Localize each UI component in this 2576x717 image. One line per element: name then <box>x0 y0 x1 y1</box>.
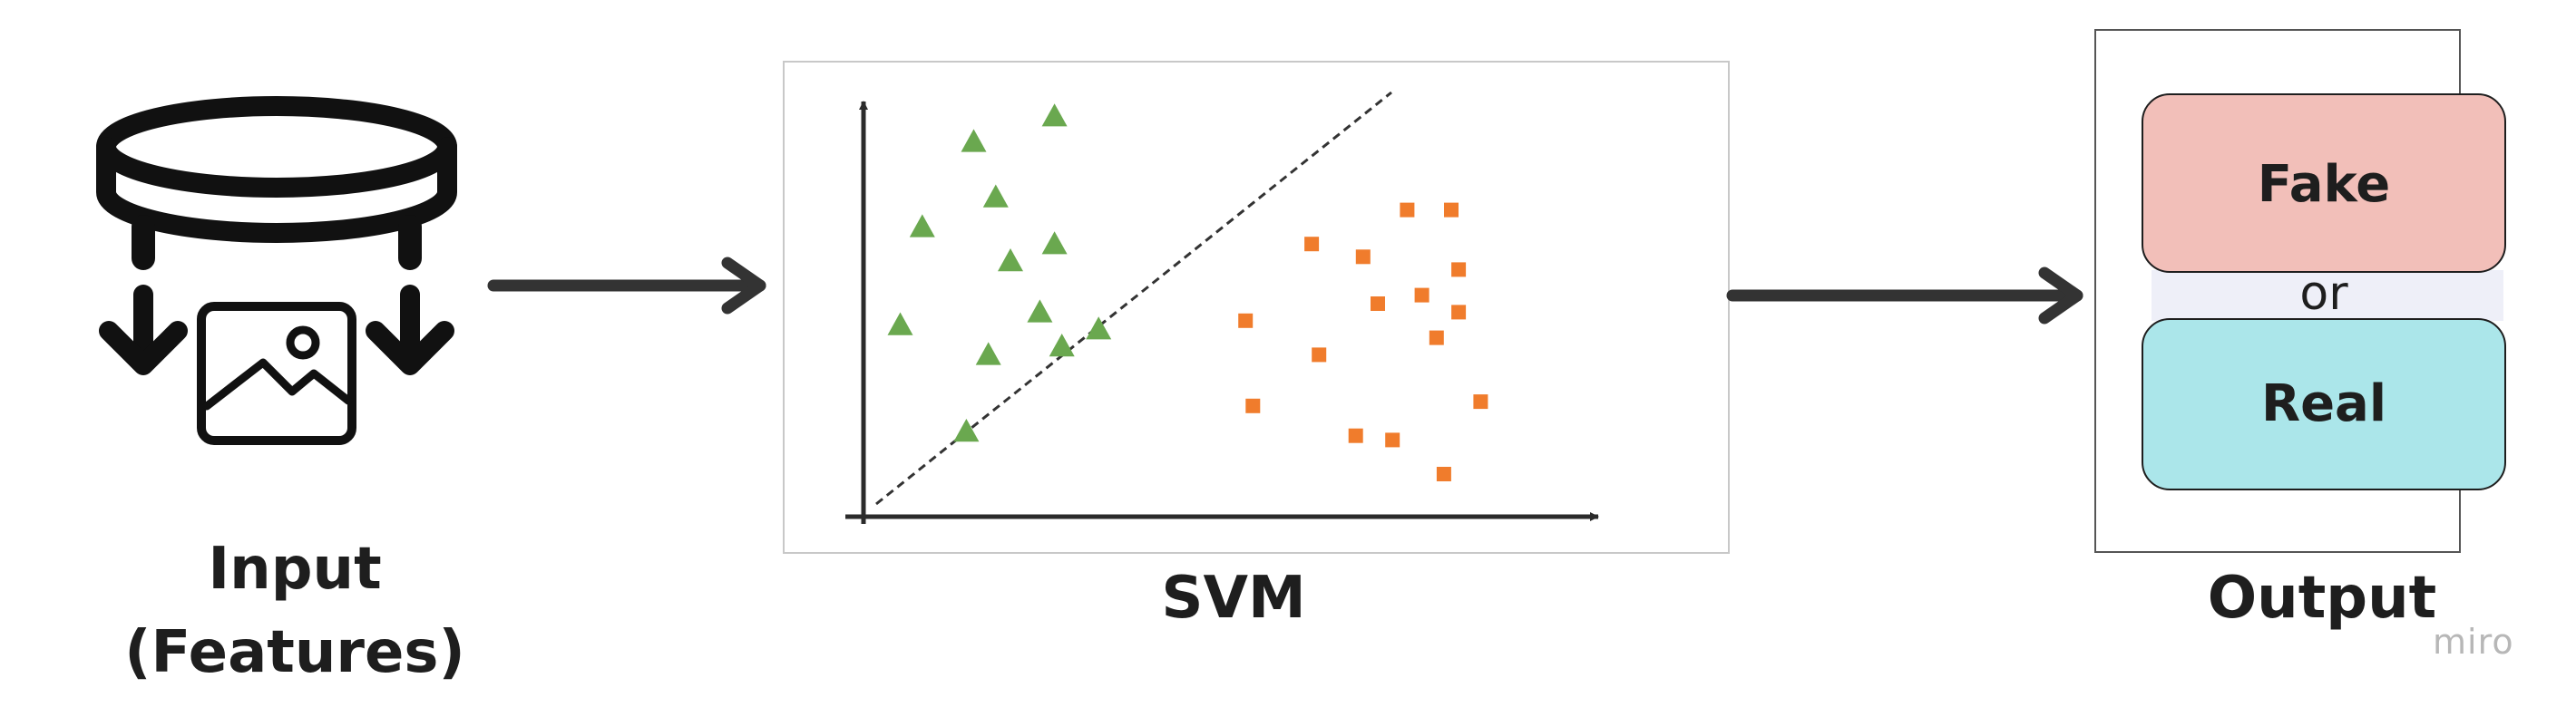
svm-point-class-a <box>1086 316 1112 340</box>
svm-point-class-a <box>1041 231 1068 255</box>
miro-watermark: miro <box>2433 622 2514 662</box>
svm-point-class-a <box>1041 103 1068 127</box>
real-box <box>2142 318 2506 490</box>
svm-panel <box>783 61 1730 554</box>
svm-point-class-a <box>887 312 913 335</box>
svm-point-class-b <box>1451 262 1467 277</box>
svm-point-class-a <box>1027 299 1053 323</box>
svm-point-class-b <box>1436 467 1451 481</box>
svm-point-class-b <box>1355 249 1371 265</box>
arrow-svm-to-output <box>1726 266 2083 325</box>
database-to-image-icon <box>96 96 457 445</box>
svm-label: SVM <box>1161 565 1306 632</box>
svm-point-class-b <box>1348 428 1363 443</box>
svm-point-class-b <box>1304 237 1320 252</box>
output-label: Output <box>2207 565 2437 632</box>
svm-point-class-a <box>909 214 935 237</box>
input-label: Input (Features) <box>109 528 481 694</box>
svm-point-class-a <box>982 184 1009 208</box>
arrow-input-to-svm <box>487 257 766 315</box>
svm-point-class-a <box>998 248 1023 272</box>
svm-point-class-b <box>1371 296 1385 311</box>
input-label-line1: Input <box>208 536 382 603</box>
or-label: or <box>2299 266 2348 321</box>
svm-point-class-b <box>1312 347 1327 363</box>
svm-point-class-b <box>1385 432 1400 448</box>
image-icon <box>197 302 356 445</box>
arrow-down-icon <box>99 285 454 375</box>
svm-point-class-a <box>975 342 1001 365</box>
svm-data-points <box>887 103 1488 481</box>
fake-box <box>2142 93 2506 273</box>
svm-point-class-b <box>1451 305 1467 320</box>
output-panel <box>2094 29 2506 553</box>
svm-point-class-a <box>953 419 980 442</box>
svm-point-class-b <box>1238 313 1254 328</box>
or-band <box>2152 270 2503 321</box>
svm-point-class-b <box>1444 202 1459 218</box>
svm-point-class-b <box>1245 398 1261 413</box>
svm-point-class-b <box>1414 287 1429 303</box>
input-label-line2: (Features) <box>124 619 465 686</box>
svm-point-class-a <box>961 129 987 152</box>
svm-point-class-b <box>1429 330 1444 345</box>
database-icon <box>96 96 457 270</box>
real-label: Real <box>2260 374 2387 433</box>
svm-point-class-a <box>1049 334 1075 357</box>
svm-point-class-b <box>1473 394 1488 410</box>
svm-point-class-b <box>1400 202 1415 218</box>
fake-label: Fake <box>2257 155 2391 214</box>
